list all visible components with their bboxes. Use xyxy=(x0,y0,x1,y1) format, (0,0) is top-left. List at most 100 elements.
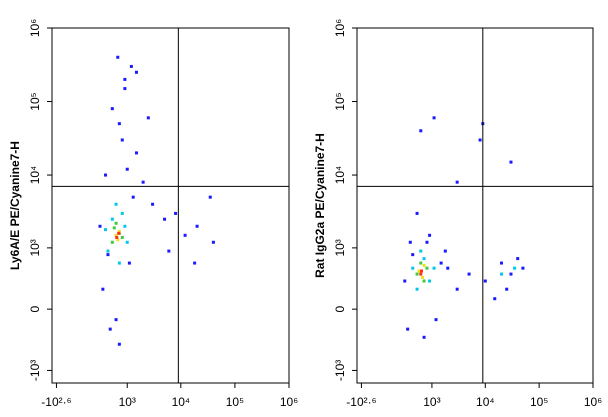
event-dot xyxy=(422,279,426,283)
event-dot xyxy=(483,279,487,283)
event-dot xyxy=(125,167,129,171)
event-dot xyxy=(415,287,419,291)
event-dot xyxy=(120,138,124,142)
event-dot xyxy=(419,272,423,276)
event-dot xyxy=(114,202,118,206)
event-dot xyxy=(419,129,423,133)
event-dot xyxy=(174,211,178,215)
event-dot xyxy=(417,269,421,273)
event-dot xyxy=(104,173,108,177)
event-dot xyxy=(499,261,503,265)
event-dot xyxy=(443,249,447,253)
y-tick-label: 10⁴ xyxy=(28,166,42,185)
event-dot xyxy=(117,342,121,346)
event-dot xyxy=(513,266,517,270)
event-dot xyxy=(134,70,138,74)
event-dot xyxy=(125,240,129,244)
x-tick-label: 10⁴ xyxy=(476,395,495,409)
event-dot xyxy=(112,226,116,230)
event-dot xyxy=(420,275,424,279)
event-dot xyxy=(114,221,118,225)
event-dot xyxy=(117,229,121,233)
event-dot xyxy=(129,64,133,68)
event-dot xyxy=(114,318,118,322)
event-dot xyxy=(114,233,118,237)
event-dot xyxy=(120,211,124,215)
event-dot xyxy=(509,272,513,276)
y-axis-label: Rat IgG2a PE/Cyanine7-H xyxy=(313,133,327,278)
event-dot xyxy=(499,272,503,276)
event-dot xyxy=(425,266,429,270)
y-tick-label: -10³ xyxy=(333,360,347,381)
event-dot xyxy=(422,335,426,339)
event-dot xyxy=(211,240,215,244)
event-dot xyxy=(123,77,127,81)
event-dot xyxy=(422,264,426,268)
event-dot xyxy=(411,253,415,257)
plot-frame xyxy=(51,27,290,384)
event-dot xyxy=(116,238,120,242)
event-dot xyxy=(106,249,110,253)
event-dot xyxy=(115,235,119,239)
event-dot xyxy=(141,180,145,184)
x-tick-label: -10²·⁶ xyxy=(346,395,376,409)
event-dot xyxy=(439,261,443,265)
event-dot xyxy=(127,261,131,265)
event-dot xyxy=(455,287,459,291)
event-dot xyxy=(134,151,138,155)
event-dot xyxy=(432,116,436,120)
event-dot xyxy=(521,266,525,270)
event-dot xyxy=(110,107,114,111)
event-dot xyxy=(425,240,429,244)
y-axis-label: Ly6A/E PE/Cyanine7-H xyxy=(8,141,22,270)
event-dot xyxy=(98,224,102,228)
x-tick-label: 10⁶ xyxy=(280,395,298,409)
event-dot xyxy=(116,55,120,59)
event-dot xyxy=(106,253,110,257)
event-dot xyxy=(432,266,436,270)
y-tick-label: -10³ xyxy=(28,360,42,381)
event-dot xyxy=(193,261,197,265)
event-dot xyxy=(117,122,121,126)
event-dot xyxy=(509,160,513,164)
plot-frame xyxy=(356,27,594,384)
event-dot xyxy=(505,287,509,291)
x-tick-label: 10⁶ xyxy=(584,395,602,409)
event-dot xyxy=(455,180,459,184)
event-dot xyxy=(208,195,212,199)
event-dot xyxy=(403,279,407,283)
event-dot xyxy=(408,240,412,244)
y-tick-label: 10⁴ xyxy=(333,166,347,185)
event-dot xyxy=(120,235,124,239)
event-dot xyxy=(428,279,432,283)
y-tick-label: 10³ xyxy=(28,239,42,256)
event-dot xyxy=(428,233,432,237)
y-tick-label: 10⁶ xyxy=(333,19,347,37)
event-dot xyxy=(478,138,482,142)
event-dot xyxy=(104,228,108,232)
event-dot xyxy=(117,231,121,235)
x-tick-label: 10³ xyxy=(119,395,136,409)
event-dot xyxy=(493,297,497,301)
y-tick-label: 0 xyxy=(28,306,42,313)
x-tick-label: 10³ xyxy=(423,395,440,409)
event-dot xyxy=(422,257,426,261)
event-dot xyxy=(123,224,127,228)
event-dot xyxy=(415,272,419,276)
event-dot xyxy=(415,211,419,215)
event-dot xyxy=(101,287,105,291)
event-dot xyxy=(167,249,171,253)
event-dot xyxy=(163,217,167,221)
y-tick-label: 10⁵ xyxy=(333,92,347,110)
event-dot xyxy=(419,249,423,253)
event-dot xyxy=(110,217,114,221)
event-dot xyxy=(183,233,187,237)
event-dot xyxy=(419,261,423,265)
event-dot xyxy=(516,257,520,261)
y-tick-label: 10⁵ xyxy=(28,92,42,110)
x-tick-label: 10⁵ xyxy=(226,395,244,409)
event-dot xyxy=(411,266,415,270)
event-dot xyxy=(419,269,423,273)
event-dot xyxy=(195,224,199,228)
y-tick-label: 0 xyxy=(333,306,347,313)
